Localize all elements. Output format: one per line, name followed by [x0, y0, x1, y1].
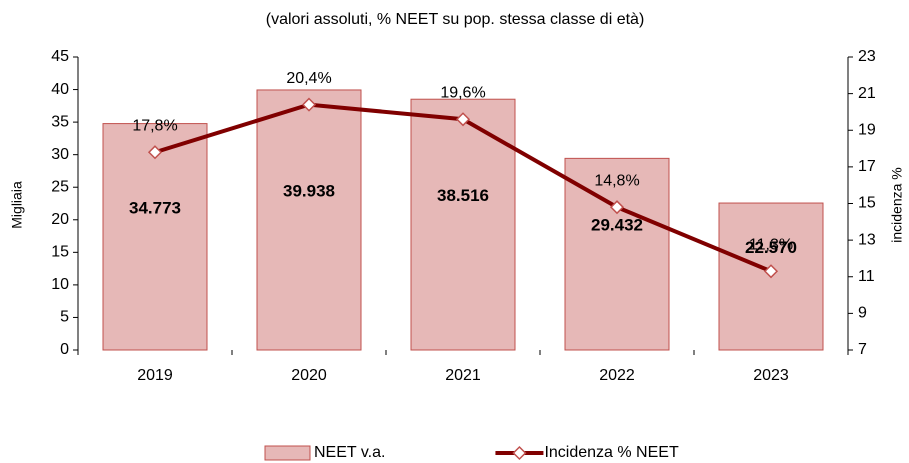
- line-marker: [301, 97, 317, 112]
- bar: [564, 157, 670, 351]
- legend-label: Incidenza % NEET: [544, 444, 679, 461]
- y2-tick-label: 17: [858, 158, 876, 175]
- legend-marker: [512, 445, 527, 461]
- y2-tick-label: 7: [858, 341, 867, 358]
- y2-axis-label: incidenza %: [889, 167, 905, 243]
- legend-swatch: [264, 445, 311, 461]
- line-value-label: 20,4%: [286, 70, 331, 87]
- bar-value-label: 39.938: [283, 181, 335, 200]
- line-marker: [609, 200, 625, 215]
- bar-value-label: 22.570: [745, 238, 797, 257]
- x-tick-label: 2022: [599, 367, 635, 384]
- bar: [410, 98, 516, 351]
- y2-tick-label: 9: [858, 305, 867, 322]
- y-tick-label: 10: [51, 276, 69, 293]
- line-value-label: 14,8%: [594, 172, 639, 189]
- y-tick-label: 25: [51, 178, 69, 195]
- line-marker: [455, 112, 471, 127]
- x-tick-label: 2021: [445, 367, 481, 384]
- chart-title: (valori assoluti, % NEET su pop. stessa …: [266, 11, 645, 28]
- y-tick-label: 0: [60, 341, 69, 358]
- y-tick-label: 35: [51, 113, 69, 130]
- y-tick-label: 45: [51, 48, 69, 65]
- line-value-label: 19,6%: [440, 84, 485, 101]
- bar: [102, 123, 208, 351]
- y2-tick-label: 13: [858, 231, 876, 248]
- x-tick-label: 2019: [137, 367, 173, 384]
- y-tick-label: 30: [51, 146, 69, 163]
- legend-label: NEET v.a.: [314, 444, 385, 461]
- y-tick-label: 5: [60, 309, 69, 326]
- y2-tick-label: 19: [858, 121, 876, 138]
- y-axis-label: Migliaia: [9, 181, 25, 229]
- y-tick-label: 40: [51, 81, 69, 98]
- bar-value-label: 38.516: [437, 186, 489, 205]
- y-tick-label: 15: [51, 244, 69, 261]
- line-marker: [147, 145, 163, 160]
- line-value-label: 11,3%: [749, 236, 793, 253]
- bar-value-label: 29.432: [591, 216, 643, 235]
- y2-tick-label: 15: [858, 195, 876, 212]
- y2-tick-label: 21: [858, 85, 876, 102]
- x-tick-label: 2020: [291, 367, 327, 384]
- bar: [256, 89, 362, 351]
- y2-tick-label: 11: [858, 268, 875, 285]
- y-tick-label: 20: [51, 211, 69, 228]
- line-value-label: 17,8%: [132, 117, 177, 134]
- bar-value-label: 34.773: [129, 198, 181, 217]
- x-tick-label: 2023: [753, 367, 789, 384]
- y2-tick-label: 23: [858, 48, 876, 65]
- line-marker: [763, 264, 779, 279]
